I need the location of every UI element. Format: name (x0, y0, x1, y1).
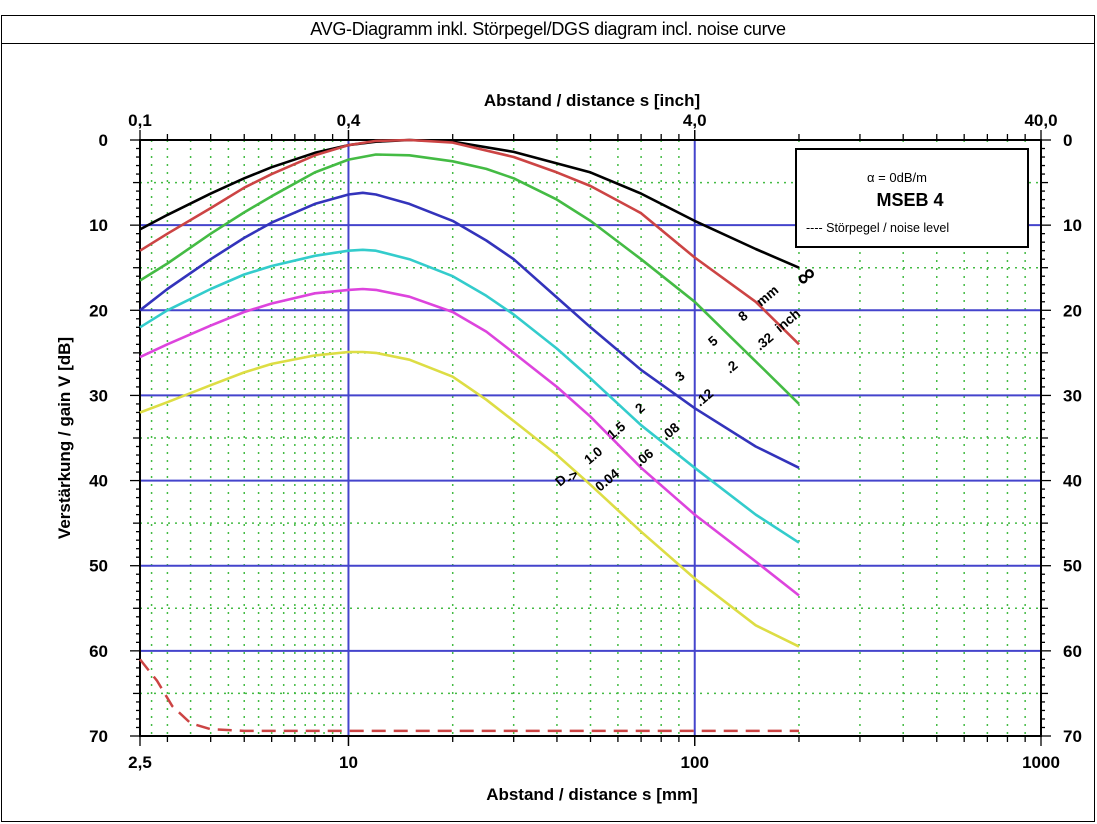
label-mm-1: 1.0 (581, 444, 605, 468)
label-mm-4: 3 (672, 368, 688, 385)
label-mm-3: 2 (632, 400, 647, 416)
label-mm-5: 5 (705, 333, 721, 350)
dgs-curves (139, 138, 800, 648)
x2-tick-label: 0,4 (337, 111, 361, 130)
y2-tick-label: 0 (1063, 131, 1072, 150)
y-axis-label: Verstärkung / gain V [dB] (55, 337, 74, 539)
y-tick-label: 20 (89, 301, 108, 320)
y-tick-label: 60 (89, 642, 108, 661)
x-tick-label: 100 (681, 753, 709, 772)
y-tick-label: 30 (89, 386, 108, 405)
x2-axis-label: Abstand / distance s [inch] (484, 91, 700, 110)
label-inch-6: .32 (752, 330, 776, 354)
legend-attenuation: α = 0dB/m (867, 170, 927, 185)
dgs-curve-2 (139, 153, 800, 405)
label-infinity: ∞ (789, 258, 822, 293)
y-tick-label: 70 (89, 727, 108, 746)
label-inch-4: .12 (692, 386, 716, 410)
legend-box: α = 0dB/m MSEB 4 ---- Störpegel / noise … (795, 148, 1029, 248)
x2-tick-label: 4,0 (683, 111, 707, 130)
tick-labels: 0 0 10 10 20 20 30 30 40 40 50 50 60 60 70 70 2,5 10 100 10… (89, 111, 1082, 772)
y-tick-label: 0 (99, 131, 108, 150)
y-tick-label: 10 (89, 216, 108, 235)
label-inch-2: .06 (632, 445, 656, 469)
dgs-curve-0 (139, 138, 800, 269)
label-mm-2: 1.5 (604, 418, 628, 442)
y2-tick-label: 20 (1063, 301, 1082, 320)
minor-grid (140, 140, 1041, 736)
legend-probe: MSEB 4 (876, 190, 943, 210)
y2-tick-label: 10 (1063, 216, 1082, 235)
x2-tick-label: 40,0 (1024, 111, 1057, 130)
y2-tick-label: 30 (1063, 386, 1082, 405)
dgs-curve-1 (139, 138, 800, 346)
y2-tick-label: 40 (1063, 472, 1082, 491)
y-tick-label: 50 (89, 557, 108, 576)
noise-curve (139, 658, 799, 733)
y2-tick-label: 50 (1063, 557, 1082, 576)
y-tick-label: 40 (89, 472, 108, 491)
x2-tick-label: 0,1 (128, 111, 152, 130)
axis-ticks (130, 130, 1051, 746)
label-inch-5: .2 (722, 358, 740, 377)
x-tick-label: 10 (339, 753, 358, 772)
x-tick-label: 1000 (1022, 753, 1060, 772)
noise-level-line (139, 658, 799, 733)
y2-tick-label: 60 (1063, 642, 1082, 661)
page-title: AVG-Diagramm inkl. Störpegel/DGS diagram… (2, 16, 1094, 44)
dgs-curve-6 (139, 350, 800, 648)
x-axis-label: Abstand / distance s [mm] (486, 785, 698, 804)
label-inch-3: .08 (658, 419, 682, 443)
y2-tick-label: 70 (1063, 727, 1082, 746)
legend-noise: ---- Störpegel / noise level (806, 221, 949, 235)
dgs-curve-4 (139, 248, 800, 544)
x-tick-label: 2,5 (128, 753, 152, 772)
dgs-curve-5 (139, 287, 800, 597)
dgs-curve-3 (139, 191, 800, 469)
